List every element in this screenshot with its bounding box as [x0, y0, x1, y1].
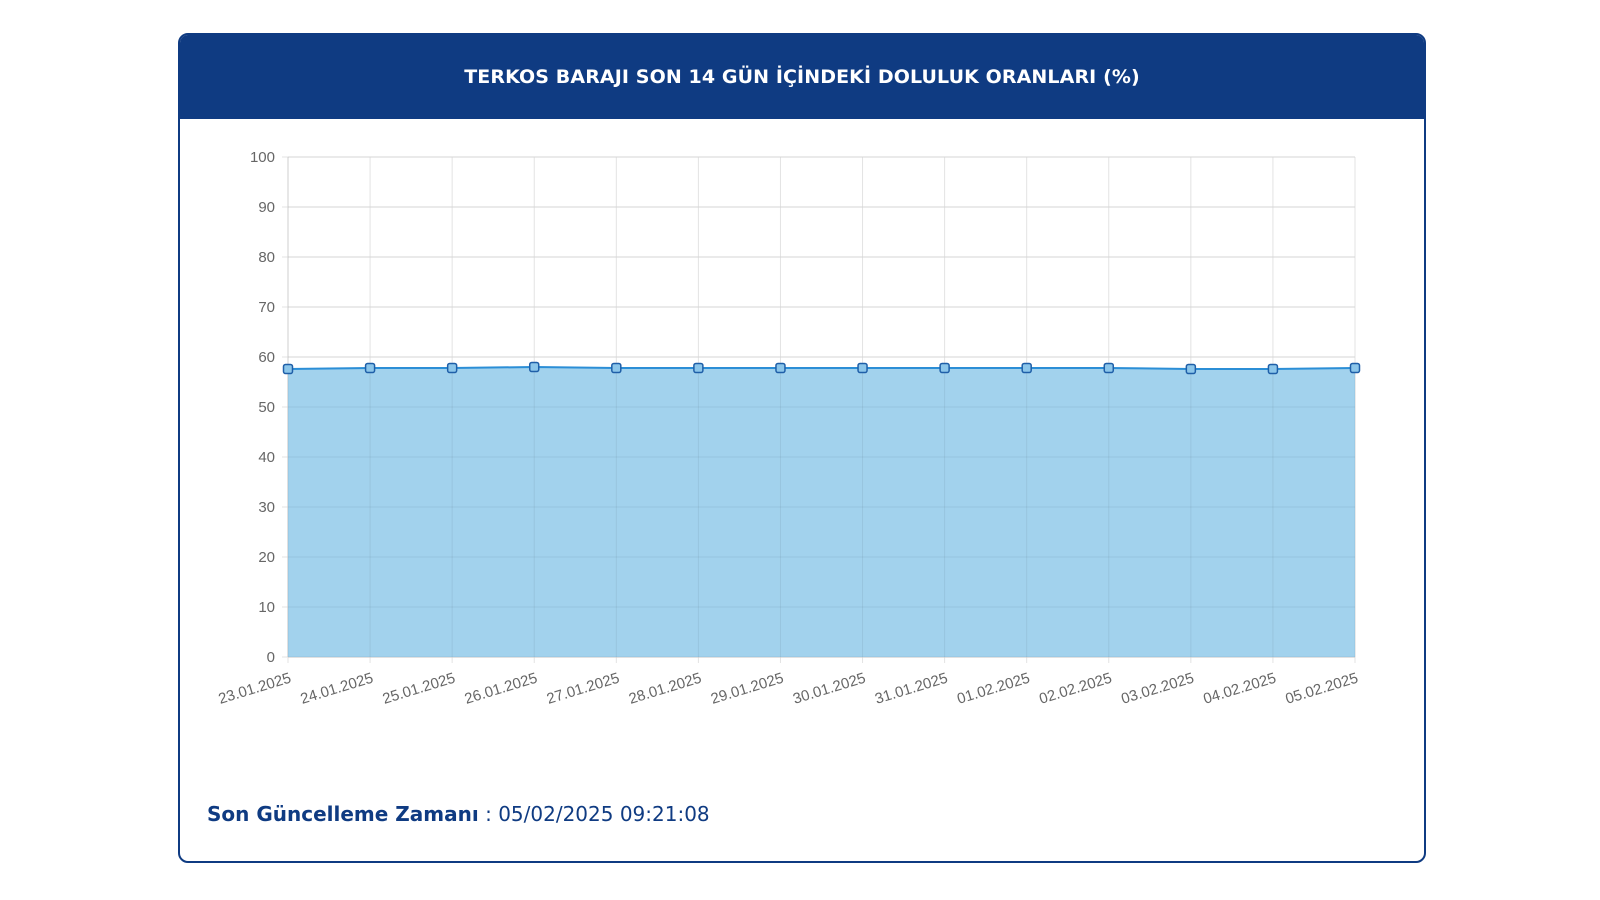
- x-tick-label: 02.02.2025: [1037, 670, 1114, 708]
- y-tick-label: 50: [258, 399, 275, 416]
- x-tick-label: 29.01.2025: [709, 670, 786, 708]
- series-line: [287, 365, 1356, 370]
- x-tick-label: 23.01.2025: [216, 670, 293, 708]
- series-line-layer: [287, 365, 1356, 370]
- data-point: [775, 362, 786, 374]
- y-tick-label: 20: [258, 549, 275, 566]
- x-tick-label: 28.01.2025: [627, 670, 704, 708]
- y-tick-label: 80: [258, 249, 275, 266]
- y-tick-label: 0: [267, 649, 275, 666]
- data-point: [1349, 362, 1361, 374]
- last-update-value: 05/02/2025 09:21:08: [498, 802, 710, 826]
- x-tick-label: 30.01.2025: [791, 670, 868, 708]
- y-tick-label: 30: [258, 499, 275, 516]
- area-fill: [288, 367, 1355, 657]
- data-point: [611, 362, 622, 374]
- chart-title: TERKOS BARAJI SON 14 GÜN İÇİNDEKİ DOLULU…: [464, 66, 1140, 88]
- data-point: [282, 363, 294, 375]
- x-tick-label: 27.01.2025: [545, 670, 622, 708]
- y-tick-label: 100: [250, 149, 275, 166]
- x-tick-label: 24.01.2025: [298, 670, 375, 708]
- last-update-separator: :: [478, 802, 499, 826]
- x-tick-label: 31.01.2025: [873, 670, 950, 708]
- data-point: [693, 362, 704, 374]
- last-update-label: Son Güncelleme Zamanı: [207, 802, 479, 826]
- line-area-chart: 0 10 20 30 40 50 60 70 80 90 100 23.01.2025 24.01.2…: [216, 149, 1361, 708]
- data-point: [1021, 362, 1032, 374]
- data-point: [446, 362, 458, 374]
- y-tick-label: 40: [258, 449, 275, 466]
- x-tick-label: 05.02.2025: [1283, 670, 1360, 708]
- data-point: [1267, 363, 1279, 375]
- chart-area: 0 10 20 30 40 50 60 70 80 90 100 23.01.2025 24.01.2…: [180, 119, 1424, 779]
- x-axis-tick-labels: 23.01.2025 24.01.2025 25.01.2025 26.01.2025…: [216, 670, 1360, 708]
- y-tick-label: 10: [258, 599, 275, 616]
- data-point: [1103, 362, 1115, 374]
- x-tick-label: 26.01.2025: [463, 670, 540, 708]
- last-update: Son Güncelleme Zamanı : 05/02/2025 09:21…: [207, 802, 710, 826]
- x-tick-label: 25.01.2025: [381, 670, 458, 708]
- chart-card: TERKOS BARAJI SON 14 GÜN İÇİNDEKİ DOLULU…: [178, 33, 1426, 863]
- area-fill-layer: [287, 156, 1356, 658]
- y-tick-label: 70: [258, 299, 275, 316]
- data-point: [939, 362, 950, 374]
- data-points: [282, 361, 1361, 375]
- y-tick-label: 60: [258, 349, 275, 366]
- x-tick-label: 03.02.2025: [1119, 670, 1196, 708]
- card-header: TERKOS BARAJI SON 14 GÜN İÇİNDEKİ DOLULU…: [180, 35, 1424, 119]
- y-axis-tick-labels: 0 10 20 30 40 50 60 70 80 90 100: [250, 149, 275, 666]
- x-tick-label: 04.02.2025: [1201, 670, 1278, 708]
- data-point: [528, 361, 540, 373]
- data-point: [364, 362, 376, 374]
- y-tick-label: 90: [258, 199, 275, 216]
- data-point: [857, 362, 868, 374]
- data-point: [1185, 363, 1197, 375]
- x-tick-label: 01.02.2025: [955, 670, 1032, 708]
